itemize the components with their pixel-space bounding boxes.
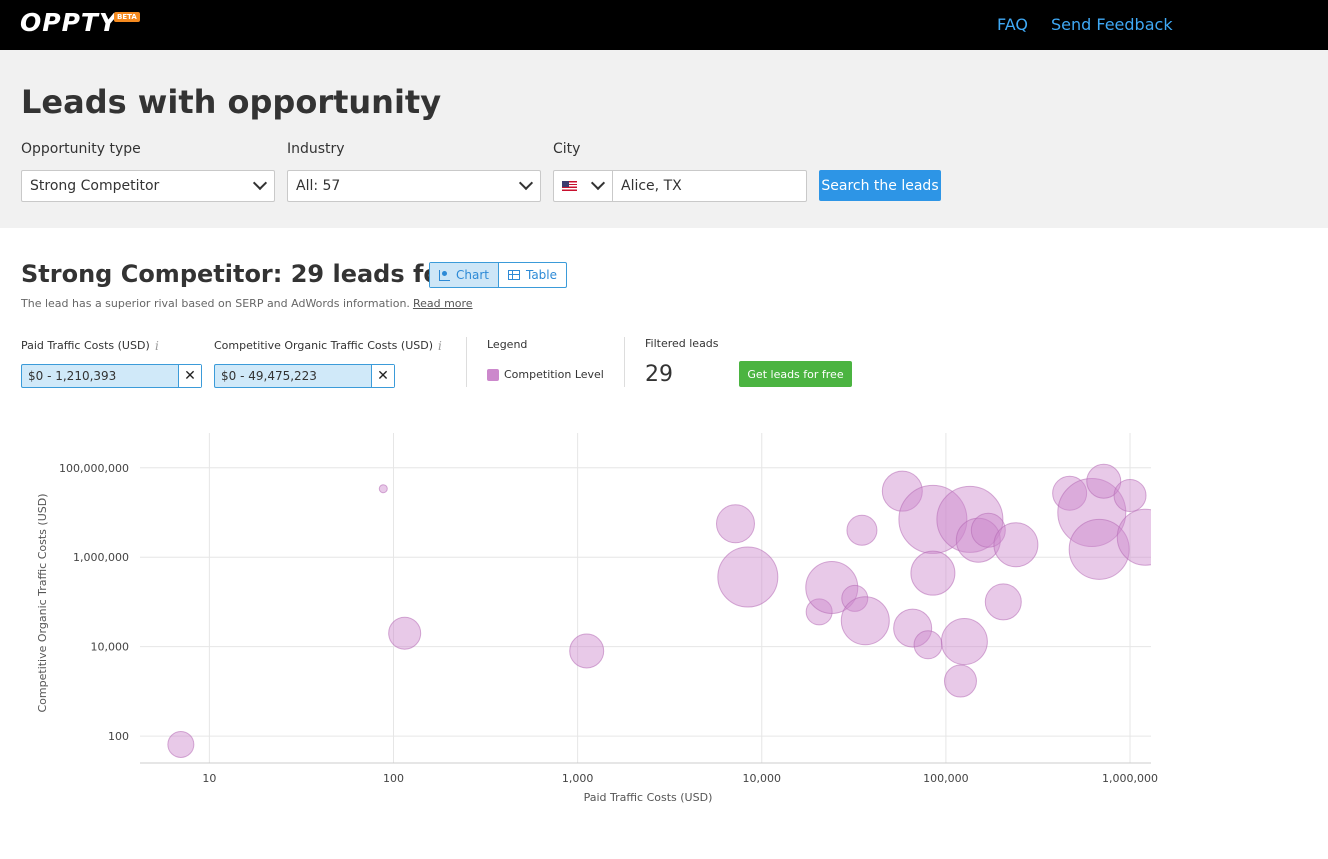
chart-view-label: Chart (456, 268, 489, 282)
paid-range-value: $0 - 1,210,393 (28, 369, 117, 383)
organic-traffic-range[interactable]: $0 - 49,475,223 ✕ (214, 364, 395, 388)
bubble-point[interactable] (569, 633, 605, 669)
x-tick-label: 1,000 (562, 772, 594, 785)
country-select[interactable] (554, 171, 613, 201)
x-tick-label: 1,000,000 (1102, 772, 1158, 785)
page-title: Leads with opportunity (21, 83, 442, 121)
info-icon[interactable]: i (438, 339, 442, 353)
x-tick-label: 100,000 (923, 772, 969, 785)
bubble-point[interactable] (805, 561, 859, 615)
send-feedback-link[interactable]: Send Feedback (1051, 15, 1173, 34)
clear-icon[interactable]: ✕ (178, 365, 201, 387)
bubble-point[interactable] (167, 730, 195, 758)
bubble-point[interactable] (910, 550, 956, 596)
bubble-point[interactable] (898, 484, 968, 554)
x-tick-label: 100 (383, 772, 404, 785)
y-tick-label: 10,000 (91, 641, 130, 654)
city-input[interactable] (614, 171, 806, 201)
bubble-point[interactable] (841, 584, 869, 612)
bubble-point[interactable] (1068, 518, 1130, 580)
filtered-leads-count: 29 (645, 362, 673, 387)
chevron-down-icon (521, 180, 531, 190)
bubble-point[interactable] (1113, 479, 1147, 513)
bubble-point[interactable] (1116, 508, 1173, 566)
x-tick-label: 10,000 (743, 772, 782, 785)
results-title: Strong Competitor: 29 leads found (21, 260, 492, 288)
info-icon[interactable]: i (155, 339, 159, 353)
logo[interactable]: OPPTY (20, 8, 118, 37)
bubble-point[interactable] (388, 616, 422, 650)
bubble-point[interactable] (955, 517, 1001, 563)
opportunity-type-label: Opportunity type (21, 141, 141, 157)
bubble-point[interactable] (970, 512, 1006, 548)
bubble-point[interactable] (881, 470, 923, 512)
bubble-point[interactable] (717, 546, 779, 608)
divider (466, 337, 467, 387)
legend-title: Legend (487, 338, 528, 351)
get-leads-button[interactable]: Get leads for free (739, 361, 852, 387)
top-bar: OPPTY BETA FAQ Send Feedback (0, 0, 1328, 50)
y-axis-title: Competitive Organic Traffic Costs (USD) (36, 494, 49, 713)
city-field (553, 170, 807, 202)
y-tick-label: 1,000,000 (73, 551, 129, 564)
filtered-leads-title: Filtered leads (645, 337, 719, 350)
legend-item[interactable]: Competition Level (504, 368, 604, 381)
chevron-down-icon (593, 180, 603, 190)
results-description: The lead has a superior rival based on S… (21, 297, 473, 310)
read-more-link[interactable]: Read more (412, 297, 473, 310)
view-toggle: Chart Table (429, 262, 567, 288)
paid-traffic-label: Paid Traffic Costs (USD) (21, 339, 150, 352)
chart-view-button[interactable]: Chart (430, 263, 499, 287)
table-icon (507, 270, 520, 280)
opportunity-type-select[interactable]: Strong Competitor (21, 170, 275, 202)
us-flag-icon (562, 181, 577, 191)
legend-swatch (487, 369, 499, 381)
industry-value: All: 57 (296, 178, 341, 194)
organic-traffic-label: Competitive Organic Traffic Costs (USD) (214, 339, 433, 352)
beta-badge: BETA (114, 12, 140, 22)
bubble-point[interactable] (940, 618, 988, 666)
search-leads-button[interactable]: Search the leads (819, 170, 941, 201)
industry-select[interactable]: All: 57 (287, 170, 541, 202)
y-tick-label: 100,000,000 (59, 462, 129, 475)
bubble-point[interactable] (1052, 475, 1088, 511)
opportunity-type-value: Strong Competitor (30, 178, 160, 194)
table-view-button[interactable]: Table (499, 263, 566, 287)
bubble-point[interactable] (984, 583, 1022, 621)
y-tick-label: 100 (108, 730, 129, 743)
faq-link[interactable]: FAQ (997, 15, 1028, 34)
paid-traffic-range[interactable]: $0 - 1,210,393 ✕ (21, 364, 202, 388)
industry-label: Industry (287, 141, 345, 157)
chart-icon (439, 269, 450, 281)
divider (624, 337, 625, 387)
x-axis-title: Paid Traffic Costs (USD) (584, 791, 713, 804)
bubble-point[interactable] (715, 504, 755, 544)
bubble-point[interactable] (378, 484, 388, 494)
clear-icon[interactable]: ✕ (371, 365, 394, 387)
bubble-point[interactable] (1086, 463, 1122, 499)
search-header: Leads with opportunity Opportunity type … (0, 50, 1328, 228)
bubble-point[interactable] (840, 596, 890, 646)
bubble-point[interactable] (846, 514, 878, 546)
table-view-label: Table (525, 268, 558, 282)
description-text: The lead has a superior rival based on S… (21, 297, 410, 310)
x-tick-label: 10 (202, 772, 216, 785)
organic-range-value: $0 - 49,475,223 (221, 369, 317, 383)
bubble-point[interactable] (1057, 478, 1127, 548)
chevron-down-icon (255, 180, 265, 190)
bubble-point[interactable] (893, 608, 933, 648)
city-label: City (553, 141, 581, 157)
bubble-point[interactable] (943, 664, 977, 698)
bubble-chart: 10 100 1,000 10,000 100,000 1,000,000 100 10,00… (36, 433, 1173, 804)
bubble-point[interactable] (993, 522, 1039, 568)
logo-text: OPPTY (20, 8, 119, 37)
bubble-point[interactable] (913, 630, 943, 660)
